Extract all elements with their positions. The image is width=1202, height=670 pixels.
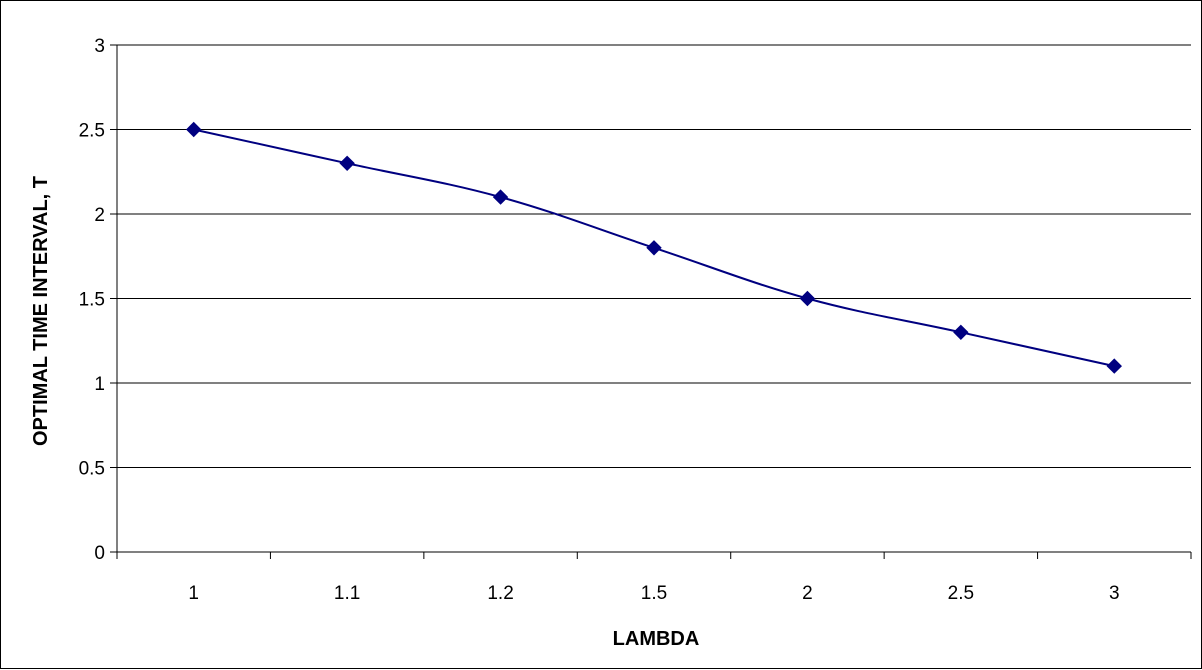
x-tick-labels: 1 1.1 1.2 1.5 2 2.5 3 [116,552,1192,604]
data-point-diamond [646,240,662,256]
data-point-diamond [1106,358,1122,374]
y-axis-title: OPTIMAL TIME INTERVAL, T [30,176,52,446]
y-tick-label: 3 [94,36,105,57]
x-tick-label: 2 [802,583,813,604]
x-tick-label: 2.5 [948,583,974,604]
y-tick-label: 1 [94,374,105,395]
y-tick-label: 0.5 [79,459,105,480]
data-point-diamond [186,121,202,138]
data-point-diamond [339,155,355,172]
x-tick-label: 1.5 [641,583,667,604]
x-axis-title: LAMBDA [613,628,700,650]
y-tick-labels: 0 0.5 1 1.5 2 2.5 3 [79,36,117,564]
y-tick-label: 2.5 [79,121,105,142]
y-tick-label: 2 [94,205,105,226]
data-point-diamond [799,290,816,307]
y-tick-label: 1.5 [79,290,105,311]
series-layer [186,121,1122,374]
x-tick-label: 3 [1109,583,1120,604]
x-tick-label: 1.1 [334,583,360,604]
data-point-diamond [492,189,509,205]
gridlines [117,44,1191,468]
x-tick-label: 1 [188,583,199,604]
data-point-diamond [953,324,969,341]
x-tick-label: 1.2 [487,583,513,604]
y-tick-label: 0 [94,543,105,564]
